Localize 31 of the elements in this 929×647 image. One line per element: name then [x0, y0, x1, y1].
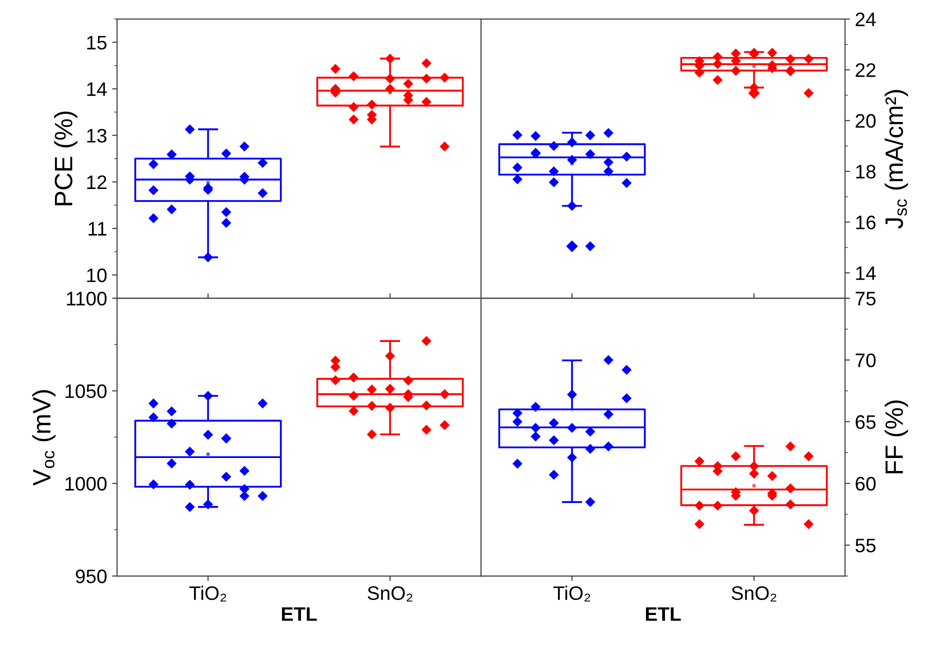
y-tick-label: 15 [87, 36, 107, 50]
y-axis-title: V$_{oc}$ (mV) [32, 390, 56, 486]
y-tick-label: 14 [87, 82, 107, 96]
x-tick-label: SnO₂ [368, 586, 412, 602]
y-tick-label: 1050 [66, 384, 107, 398]
y-axis-title: FF (%) [884, 400, 908, 474]
y-tick-label: 24 [856, 12, 876, 26]
y-tick-label: 13 [87, 128, 106, 143]
y-tick-label: 11 [88, 222, 106, 236]
y-tick-label: 20 [856, 114, 876, 128]
y-tick-label: 75 [856, 292, 876, 306]
y-tick-label: 950 [76, 569, 107, 584]
y-tick-label: 1100 [66, 292, 107, 306]
y-tick-label: 1000 [66, 476, 107, 491]
y-tick-label: 14 [856, 266, 876, 280]
y-tick-label: 65 [856, 415, 876, 429]
y-tick-label: 55 [856, 538, 876, 552]
y-tick-label: 18 [856, 164, 876, 179]
x-axis-title: ETL [282, 607, 317, 621]
y-tick-label: 10 [87, 268, 107, 282]
y-tick-label: 16 [856, 216, 876, 230]
y-tick-label: 12 [87, 175, 106, 189]
y-axis-title: J$_{sc}$ (mA/cm²) [884, 90, 908, 229]
y-tick-label: 22 [856, 63, 876, 77]
y-tick-label: 70 [856, 353, 876, 368]
y-tick-label: 60 [856, 476, 876, 491]
x-tick-label: SnO₂ [732, 586, 776, 602]
x-axis-title: ETL [646, 607, 681, 621]
y-axis-title: PCE (%) [54, 112, 78, 206]
x-tick-label: TiO₂ [189, 586, 226, 602]
x-tick-label: TiO₂ [553, 586, 590, 602]
